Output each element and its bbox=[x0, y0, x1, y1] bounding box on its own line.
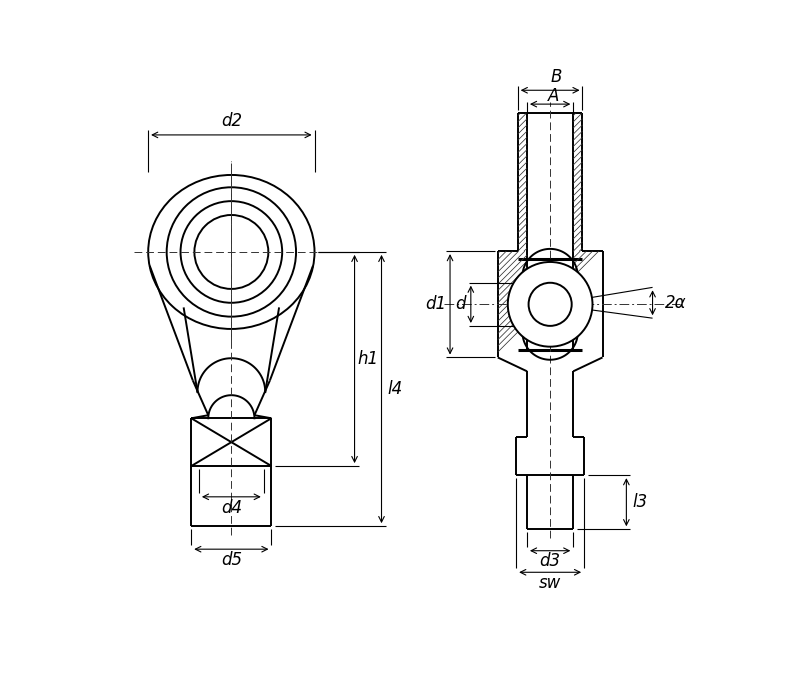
Text: d1: d1 bbox=[426, 295, 446, 313]
Text: h1: h1 bbox=[358, 350, 379, 368]
Text: B: B bbox=[550, 68, 562, 86]
Text: A: A bbox=[547, 87, 559, 105]
Text: d: d bbox=[455, 295, 466, 313]
Text: sw: sw bbox=[539, 574, 562, 592]
Circle shape bbox=[529, 283, 572, 326]
Text: d3: d3 bbox=[539, 552, 561, 570]
Text: 2α: 2α bbox=[665, 294, 686, 312]
Text: d4: d4 bbox=[221, 499, 242, 517]
Text: d5: d5 bbox=[221, 551, 242, 569]
Text: l3: l3 bbox=[633, 493, 648, 511]
Text: l4: l4 bbox=[388, 380, 403, 398]
Text: d2: d2 bbox=[221, 112, 242, 130]
Circle shape bbox=[508, 262, 593, 347]
